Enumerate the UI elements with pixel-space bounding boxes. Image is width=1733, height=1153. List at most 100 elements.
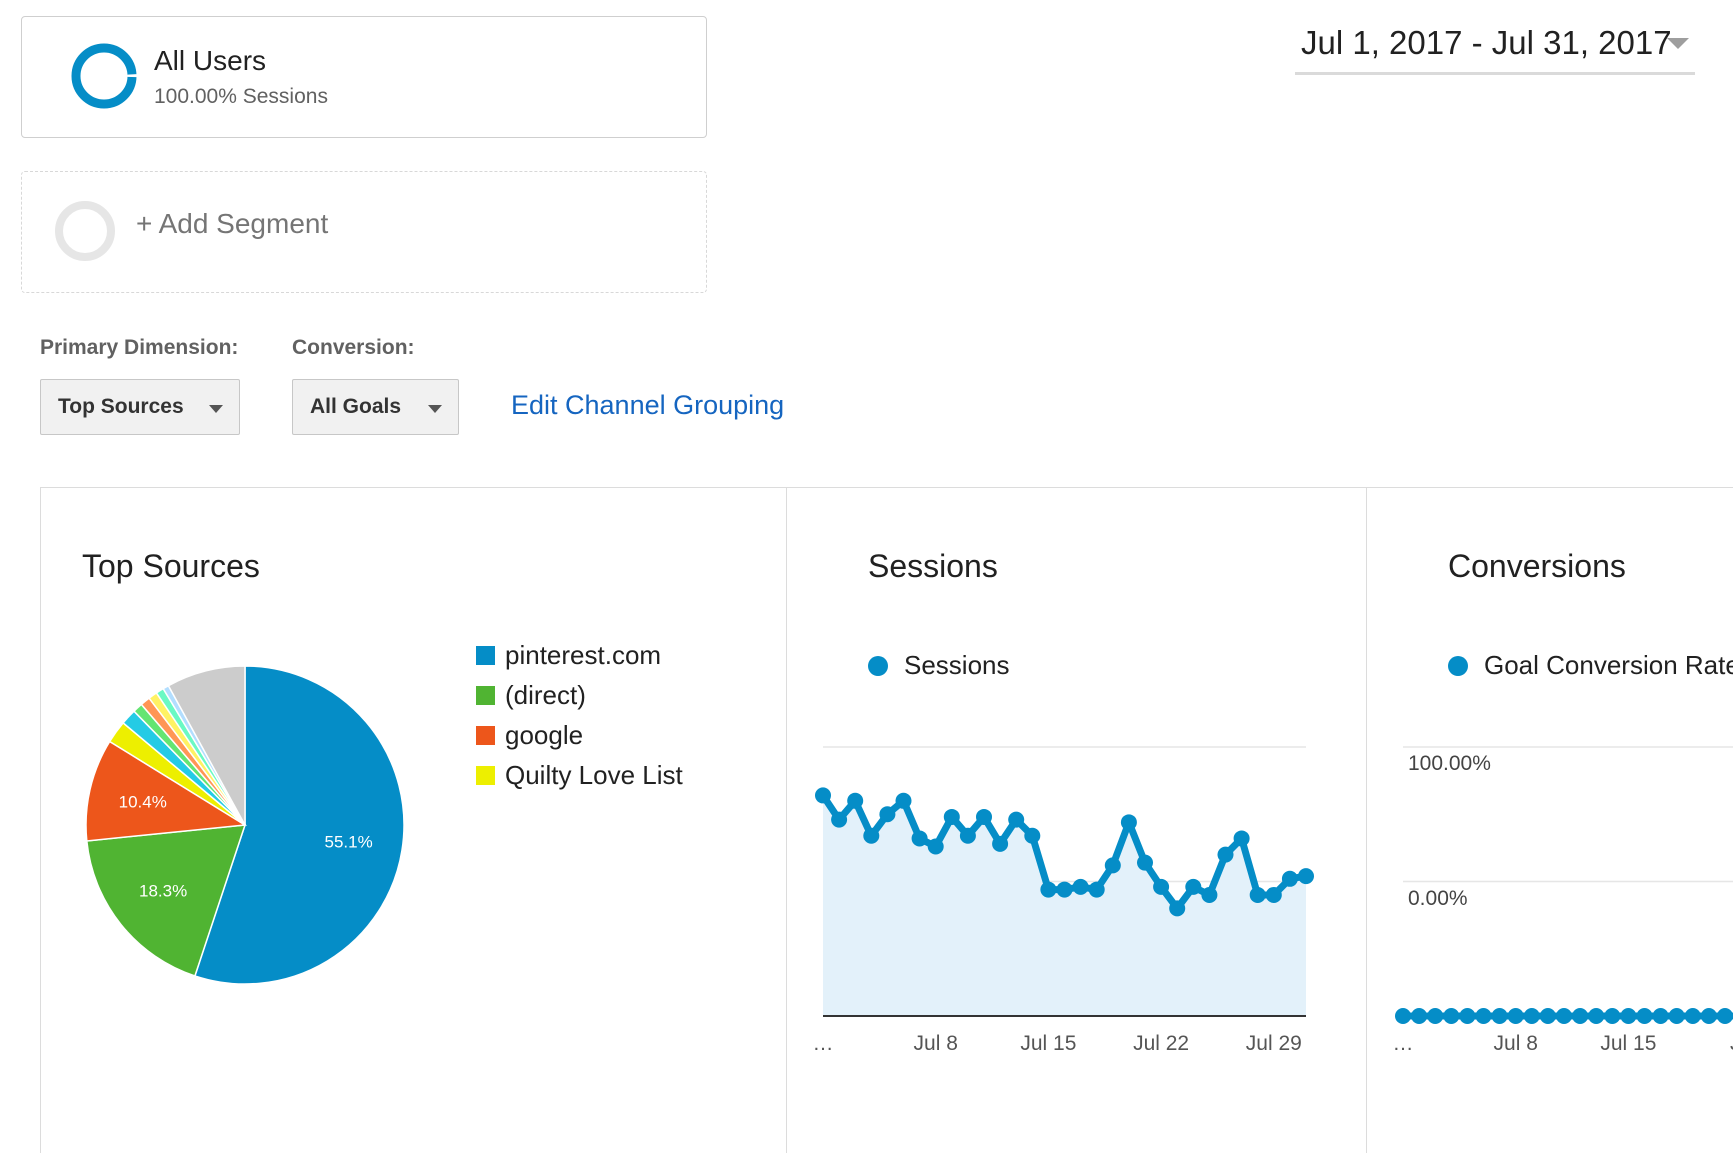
pie-slice-label: 10.4% bbox=[119, 792, 167, 811]
chevron-down-icon bbox=[1667, 38, 1689, 49]
pie-slice[interactable] bbox=[85, 824, 247, 977]
conversion-label: Conversion: bbox=[292, 336, 415, 359]
series-point[interactable] bbox=[879, 806, 896, 823]
date-range-text: Jul 1, 2017 - Jul 31, 2017 bbox=[1301, 24, 1672, 61]
pie-slice[interactable] bbox=[85, 740, 248, 842]
series-point[interactable] bbox=[1298, 868, 1314, 885]
series-point[interactable] bbox=[1539, 1008, 1556, 1024]
segment-card-all-users[interactable]: All Users 100.00% Sessions bbox=[21, 16, 707, 138]
series-point[interactable] bbox=[1217, 846, 1234, 863]
x-tick-label: … bbox=[813, 1032, 834, 1055]
conversions-line-chart: … Jul 8 Jul 15 Ju bbox=[1393, 746, 1733, 1055]
series-point[interactable] bbox=[1411, 1008, 1428, 1024]
series-point[interactable] bbox=[1604, 1008, 1621, 1024]
legend-swatch bbox=[476, 726, 495, 745]
sessions-title: Sessions bbox=[868, 548, 998, 584]
series-point[interactable] bbox=[1169, 900, 1186, 917]
add-segment-button[interactable]: + Add Segment bbox=[21, 171, 707, 293]
segment-title: All Users bbox=[154, 45, 267, 76]
series-point[interactable] bbox=[1556, 1008, 1572, 1024]
series-point[interactable] bbox=[1233, 830, 1250, 847]
series-point[interactable] bbox=[1572, 1008, 1589, 1024]
x-tick-label: Jul 29 bbox=[1246, 1032, 1302, 1055]
x-tick-label: Jul 8 bbox=[1494, 1032, 1538, 1055]
legend-item: google bbox=[505, 720, 584, 750]
primary-dimension-value: Top Sources bbox=[58, 395, 184, 418]
segment-subtitle: 100.00% Sessions bbox=[154, 85, 328, 108]
series-point[interactable] bbox=[1491, 1008, 1508, 1024]
series-point[interactable] bbox=[1427, 1008, 1444, 1024]
series-point[interactable] bbox=[1395, 1008, 1411, 1024]
series-point[interactable] bbox=[1475, 1008, 1492, 1024]
series-point[interactable] bbox=[1104, 857, 1121, 874]
series-point[interactable] bbox=[1185, 878, 1202, 895]
x-tick-label: … bbox=[1393, 1032, 1414, 1055]
conversions-title: Conversions bbox=[1448, 548, 1626, 584]
series-point[interactable] bbox=[1636, 1008, 1653, 1024]
y-axis-max-label: 100.00% bbox=[1408, 752, 1491, 775]
series-point[interactable] bbox=[1249, 886, 1266, 903]
series-point[interactable] bbox=[1088, 881, 1105, 898]
empty-segment-donut-icon bbox=[55, 201, 115, 261]
series-point[interactable] bbox=[815, 787, 831, 804]
series-point[interactable] bbox=[847, 792, 864, 809]
panel-divider bbox=[786, 487, 787, 1153]
series-point[interactable] bbox=[1588, 1008, 1605, 1024]
series-point[interactable] bbox=[943, 808, 960, 825]
series-point[interactable] bbox=[1684, 1008, 1701, 1024]
series-point[interactable] bbox=[831, 811, 848, 828]
series-point[interactable] bbox=[1523, 1008, 1540, 1024]
series-point[interactable] bbox=[1281, 870, 1298, 887]
conversion-dropdown[interactable]: All Goals bbox=[292, 379, 459, 435]
series-point[interactable] bbox=[1668, 1008, 1685, 1024]
sessions-legend-dot bbox=[868, 656, 888, 676]
series-point[interactable] bbox=[1507, 1008, 1524, 1024]
top-sources-pie-chart: 55.1% 18.3% 10.4% bbox=[85, 665, 405, 985]
legend-swatch bbox=[476, 766, 495, 785]
series-point[interactable] bbox=[1120, 814, 1137, 831]
legend-swatch bbox=[476, 686, 495, 705]
series-point[interactable] bbox=[1700, 1008, 1717, 1024]
y-axis-min-label: 0.00% bbox=[1408, 887, 1468, 910]
series-point[interactable] bbox=[895, 792, 912, 809]
series-point[interactable] bbox=[911, 830, 928, 847]
series-point[interactable] bbox=[863, 827, 880, 844]
series-point[interactable] bbox=[1652, 1008, 1669, 1024]
conversions-legend-label: Goal Conversion Rate bbox=[1484, 650, 1733, 680]
pie-slice-label: 55.1% bbox=[324, 833, 372, 852]
primary-dimension-dropdown[interactable]: Top Sources bbox=[40, 379, 240, 435]
x-tick-label: Jul 15 bbox=[1600, 1032, 1656, 1055]
edit-channel-grouping-link[interactable]: Edit Channel Grouping bbox=[511, 390, 785, 420]
segment-donut-icon bbox=[71, 43, 137, 109]
x-tick-label: Jul 8 bbox=[914, 1032, 958, 1055]
series-point[interactable] bbox=[1137, 854, 1153, 871]
series-point[interactable] bbox=[1072, 878, 1089, 895]
pie-slice[interactable] bbox=[193, 665, 405, 985]
series-area bbox=[823, 795, 1306, 1016]
series-point[interactable] bbox=[1153, 878, 1170, 895]
series-point[interactable] bbox=[1265, 886, 1282, 903]
pie-slice-label: 18.3% bbox=[139, 882, 187, 901]
series-point[interactable] bbox=[1459, 1008, 1476, 1024]
pie-slice[interactable] bbox=[167, 665, 246, 826]
sessions-legend-label: Sessions bbox=[904, 650, 1010, 680]
series-point[interactable] bbox=[1024, 827, 1041, 844]
series-point[interactable] bbox=[992, 835, 1009, 852]
sessions-line-chart: … Jul 8 Jul 15 Jul 22 Jul 29 bbox=[813, 746, 1314, 1055]
series-point[interactable] bbox=[1056, 881, 1073, 898]
primary-dimension-label: Primary Dimension: bbox=[40, 336, 239, 359]
series-point[interactable] bbox=[959, 827, 976, 844]
series-point[interactable] bbox=[1443, 1008, 1460, 1024]
series-point[interactable] bbox=[1201, 886, 1218, 903]
x-tick-label: Jul 15 bbox=[1020, 1032, 1076, 1055]
series-point[interactable] bbox=[976, 808, 992, 825]
legend-item: Quilty Love List bbox=[505, 760, 683, 790]
series-point[interactable] bbox=[1620, 1008, 1637, 1024]
date-range-picker[interactable]: Jul 1, 2017 - Jul 31, 2017 bbox=[1295, 20, 1695, 75]
dropdown-caret-icon bbox=[209, 405, 223, 413]
dropdown-caret-icon bbox=[428, 405, 442, 413]
series-point[interactable] bbox=[927, 838, 944, 855]
series-point[interactable] bbox=[1040, 881, 1057, 898]
series-point[interactable] bbox=[1717, 1008, 1733, 1024]
series-point[interactable] bbox=[1008, 811, 1025, 828]
